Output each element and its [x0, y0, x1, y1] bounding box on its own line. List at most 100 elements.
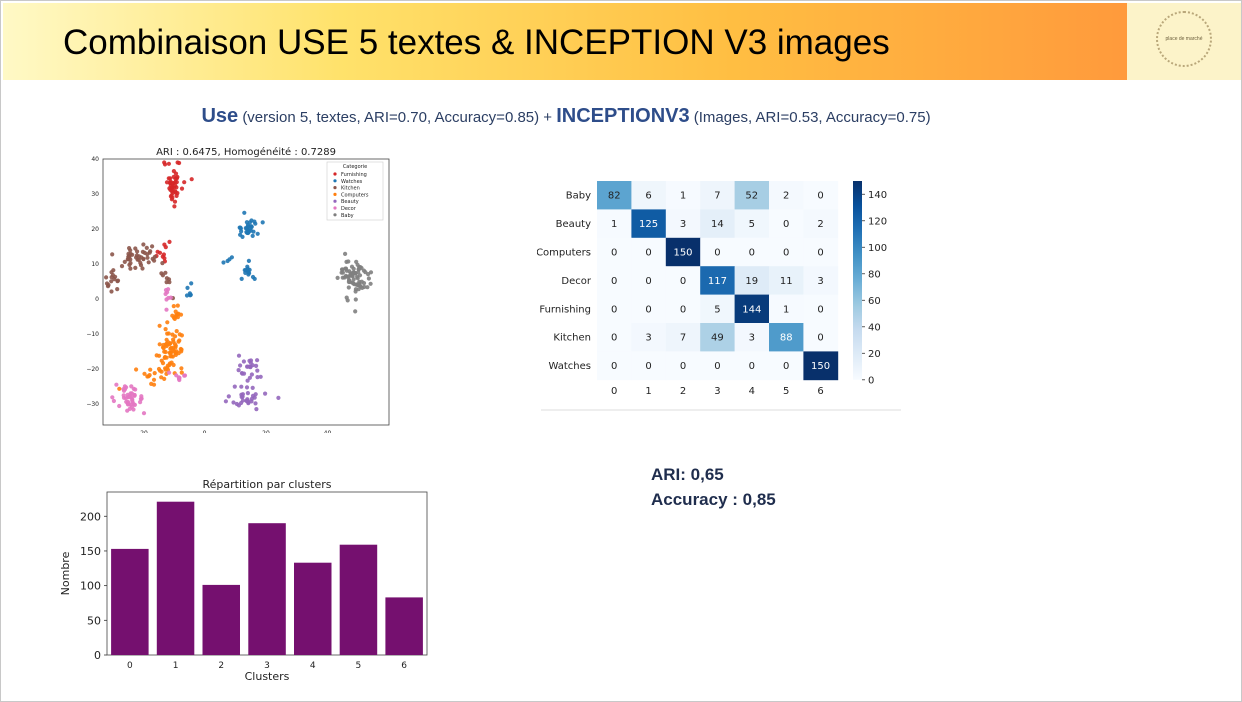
scatter-point-furnishing: [173, 190, 178, 195]
heatmap-cell-value: 5: [749, 219, 755, 230]
bar-cluster-2: [202, 584, 240, 655]
scatter-legend-title: Categorie: [343, 164, 367, 170]
scatter-point-computers: [179, 366, 184, 371]
logo-icon: place de marché: [1156, 11, 1212, 67]
scatter-point-decor: [126, 402, 131, 407]
scatter-point-baby: [353, 297, 358, 302]
scatter-point-computers: [171, 304, 176, 309]
scatter-point-beauty: [248, 358, 254, 363]
heatmap-cell: [597, 294, 632, 324]
scatter-point-computers: [173, 309, 178, 314]
heatmap-cell-value: 82: [608, 191, 621, 202]
heatmap-colorbar: [853, 181, 862, 380]
heatmap-row-label: Baby: [566, 191, 591, 202]
heatmap-col-label: 5: [783, 386, 789, 397]
bar-cluster-1: [156, 501, 195, 655]
heatmap-cell: [631, 181, 667, 210]
scatter-point-furnishing: [189, 177, 194, 182]
scatter-point-computers: [179, 347, 184, 352]
scatter-y-tick-label: −10: [86, 331, 99, 338]
scatter-point-furnishing: [155, 249, 160, 254]
scatter-point-computers: [175, 303, 180, 308]
scatter-y-tick-label: 40: [91, 156, 99, 163]
heatmap-cell-value: 0: [680, 304, 686, 315]
heatmap-cell: [734, 209, 770, 239]
scatter-point-kitchen: [128, 257, 133, 262]
scatter-point-kitchen: [115, 287, 120, 292]
scatter-point-baby: [343, 266, 348, 271]
scatter-point-computers: [165, 320, 170, 325]
heatmap-cell-value: 0: [680, 276, 686, 287]
scatter-point-computers: [168, 354, 173, 359]
heatmap-cell-value: 5: [714, 304, 720, 315]
scatter-point-decor: [163, 288, 169, 293]
heatmap-cell-value: 0: [817, 304, 823, 315]
heatmap-cell-value: 0: [817, 333, 823, 344]
heatmap-cell: [597, 209, 632, 239]
scatter-point-furnishing: [169, 193, 174, 198]
heatmap-cell-value: 0: [749, 361, 755, 372]
scatter-point-decor: [133, 387, 138, 392]
scatter-point-watches: [221, 260, 226, 265]
scatter-point-kitchen: [115, 279, 120, 284]
heatmap-cell-value: 3: [749, 333, 755, 344]
scatter-point-computers: [171, 337, 176, 342]
heatmap-row-label: Watches: [549, 361, 592, 372]
heatmap-cell-value: 19: [745, 276, 758, 287]
scatter-point-baby: [346, 259, 351, 264]
title-banner: Combinaison USE 5 textes & INCEPTION V3 …: [3, 3, 1127, 80]
bar-x-tick-label: 3: [264, 661, 270, 671]
scatter-point-baby: [339, 267, 345, 272]
scatter-point-beauty: [276, 395, 281, 400]
heatmap-cell: [597, 266, 632, 295]
scatter-point-kitchen: [133, 265, 138, 270]
heatmap-cell-value: 3: [645, 333, 651, 344]
scatter-point-watches: [249, 224, 254, 229]
scatter-point-kitchen: [127, 262, 132, 267]
heatmap-cell: [665, 209, 701, 239]
scatter-point-baby: [347, 278, 352, 283]
scatter-point-computers: [174, 349, 179, 354]
scatter-point-watches: [246, 269, 251, 274]
scatter-point-beauty: [255, 375, 260, 380]
scatter-point-beauty: [246, 401, 251, 406]
heatmap-cell-value: 0: [749, 248, 755, 259]
scatter-point-decor: [164, 307, 169, 312]
colorbar-tick-label: 20: [868, 349, 881, 360]
scatter-point-decor: [114, 382, 119, 387]
scatter-y-tick-label: −20: [86, 366, 99, 373]
heatmap-cell: [803, 209, 839, 239]
scatter-point-kitchen: [109, 279, 114, 284]
heatmap-cell: [631, 209, 667, 239]
heatmap-cell-value: 0: [611, 304, 617, 315]
heatmap-cell: [597, 237, 632, 267]
scatter-point-baby: [361, 268, 366, 273]
scatter-point-furnishing: [168, 179, 173, 184]
scatter-point-beauty: [231, 400, 236, 405]
scatter-point-beauty: [254, 407, 259, 412]
scatter-point-watches: [237, 225, 242, 230]
scatter-point-decor: [163, 291, 168, 297]
scatter-legend-label: Watches: [341, 179, 363, 185]
scatter-legend-marker: [333, 192, 337, 196]
scatter-point-beauty: [236, 353, 242, 358]
scatter-point-baby: [351, 266, 356, 271]
scatter-point-computers: [179, 370, 184, 375]
heatmap-cell: [769, 351, 804, 381]
scatter-point-computers: [179, 333, 184, 338]
scatter-point-computers: [142, 371, 147, 376]
heatmap-cell: [700, 294, 735, 324]
heatmap-row-label: Beauty: [556, 219, 591, 230]
scatter-point-furnishing: [166, 161, 171, 166]
scatter-point-baby: [368, 281, 373, 286]
scatter-point-furnishing: [168, 176, 173, 181]
subtitle-use-detail: (version 5, textes, ARI=0.70, Accuracy=0…: [242, 109, 553, 126]
scatter-point-beauty: [238, 363, 243, 368]
subtitle-inception-detail: (Images, ARI=0.53, Accuracy=0.75): [693, 109, 931, 126]
heatmap-cell-value: 0: [714, 248, 720, 259]
scatter-point-beauty: [250, 385, 255, 390]
scatter-point-furnishing: [163, 245, 168, 250]
scatter-point-watches: [242, 210, 247, 215]
scatter-point-watches: [187, 291, 192, 296]
